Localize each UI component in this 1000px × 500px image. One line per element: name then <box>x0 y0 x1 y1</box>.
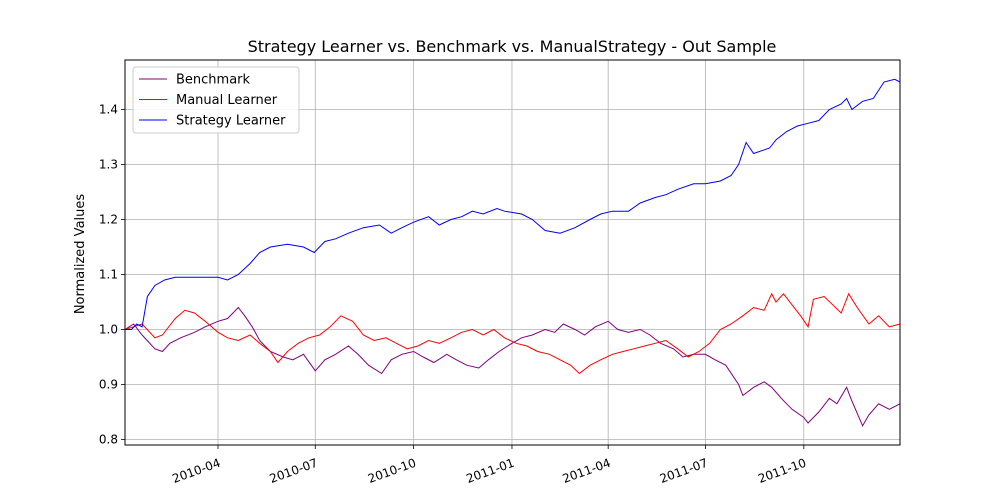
y-tick-label: 1.4 <box>99 103 118 117</box>
x-tick-label: 2010-04 <box>170 456 222 486</box>
y-tick-label: 1.2 <box>99 213 118 227</box>
series-lines <box>124 78 901 427</box>
y-tick-label: 1.1 <box>99 268 118 282</box>
x-tick-label: 2011-01 <box>464 456 516 486</box>
legend-label-manual-learner: Manual Learner <box>176 93 278 108</box>
x-axis-ticks: 2010-04 2010-07 2010-10 2011-01 2011-04 2011-… <box>170 445 808 486</box>
plot-frame <box>124 59 901 446</box>
legend: Benchmark Manual Learner Strategy Learner <box>132 66 300 134</box>
y-tick-label: 0.8 <box>99 433 118 447</box>
grid <box>125 60 900 445</box>
y-tick-label: 0.9 <box>99 378 118 392</box>
legend-label-strategy-learner: Strategy Learner <box>176 114 286 129</box>
legend-box <box>132 66 300 134</box>
y-tick-label: 1.3 <box>99 158 118 172</box>
x-tick-label: 2010-10 <box>366 456 418 486</box>
legend-label-benchmark: Benchmark <box>176 73 251 88</box>
x-tick-label: 2011-10 <box>756 456 808 486</box>
x-tick-label: 2010-07 <box>268 456 320 486</box>
x-tick-label: 2011-07 <box>658 456 710 486</box>
y-axis-ticks: 0.8 0.9 1.0 1.1 1.2 1.3 1.4 <box>99 103 125 447</box>
y-axis-label: Normalized Values <box>73 194 88 315</box>
chart-title: Strategy Learner vs. Benchmark vs. Manua… <box>248 37 777 56</box>
series-line-manual-learner <box>124 292 901 375</box>
series-line-strategy-learner <box>125 78 901 330</box>
series-line-benchmark <box>124 306 901 427</box>
y-tick-label: 1.0 <box>99 323 118 337</box>
x-tick-label: 2011-04 <box>561 456 613 486</box>
